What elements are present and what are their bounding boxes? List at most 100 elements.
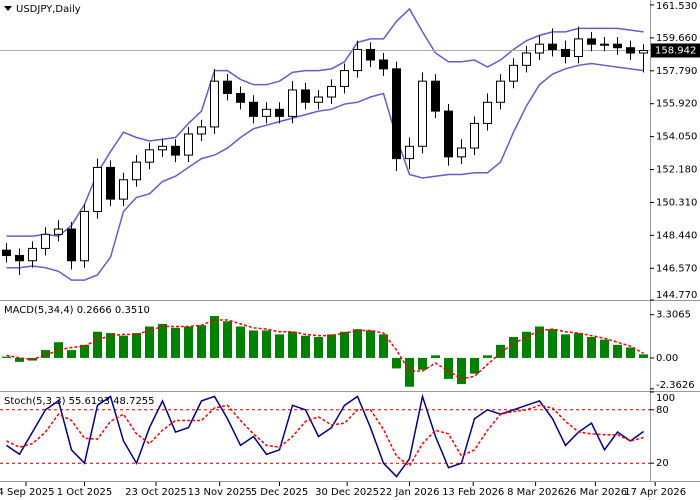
macd-bar: [80, 344, 89, 358]
macd-bar: [639, 354, 648, 358]
y-tick-label: 159.660: [656, 33, 697, 44]
macd-bar: [2, 356, 11, 358]
candle-body: [275, 108, 284, 117]
candle-body: [444, 110, 453, 158]
macd-bar: [496, 344, 505, 358]
macd-bar: [15, 357, 24, 362]
candle-body: [613, 43, 622, 49]
macd-bar: [275, 334, 284, 358]
candle-body: [158, 145, 167, 151]
candle-body: [2, 249, 11, 256]
candle-body: [639, 49, 648, 54]
y-tick-label: 154.050: [656, 132, 697, 143]
macd-bar: [522, 331, 531, 358]
candle-body: [353, 48, 362, 72]
candle-body: [379, 59, 388, 70]
y-tick-label: 144.770: [656, 290, 697, 301]
candle-body: [145, 149, 154, 163]
macd-bar: [561, 334, 570, 358]
candle-body: [184, 133, 193, 156]
candle-body: [28, 247, 37, 262]
y-tick-label: 155.920: [656, 99, 697, 110]
candle-body: [15, 254, 24, 262]
upper-band: [6, 7, 644, 237]
candle-body: [522, 52, 531, 66]
macd-bar: [54, 342, 63, 358]
y-tick-label: 148.440: [656, 230, 697, 241]
candle-body: [262, 108, 271, 117]
x-tick-label: 13 Feb 2026: [442, 487, 504, 498]
y-tick-label: 150.310: [656, 197, 697, 208]
y-tick-label: 0.00: [656, 353, 678, 364]
y-tick-label: 80: [656, 405, 669, 416]
macd-bar: [509, 336, 518, 358]
candle-body: [327, 85, 336, 98]
candle-body: [561, 48, 570, 58]
macd-bar: [236, 326, 245, 358]
macd-bar: [93, 331, 102, 358]
y-tick-label: -2.3626: [656, 380, 695, 391]
candle-body: [470, 122, 479, 149]
candle-body: [67, 228, 76, 262]
candle-body: [600, 43, 609, 46]
candle-body: [288, 89, 297, 117]
candle-body: [535, 43, 544, 54]
candle-body: [236, 92, 245, 103]
candle-body: [483, 101, 492, 124]
macd-bar: [106, 333, 115, 358]
macd-bar: [470, 357, 479, 374]
macd-bar: [158, 323, 167, 358]
candle-body: [340, 70, 349, 87]
y-tick-label: 146.570: [656, 263, 697, 274]
macd-bar: [314, 336, 323, 358]
stoch-signal: [6, 404, 644, 467]
x-tick-label: 26 Mar 2026: [564, 487, 627, 498]
macd-bar: [223, 321, 232, 358]
candle-body: [314, 96, 323, 103]
candle-body: [301, 89, 310, 103]
candle-body: [509, 64, 518, 82]
macd-bar: [132, 333, 141, 358]
macd-bar: [119, 335, 128, 358]
macd-bar: [548, 329, 557, 358]
y-tick-label: 161.530: [656, 1, 697, 12]
y-tick-label: 152.180: [656, 165, 697, 176]
macd-bar: [197, 325, 206, 358]
x-tick-label: 8 Mar 2026: [507, 487, 564, 498]
candle-body: [392, 68, 401, 160]
macd-bar: [392, 357, 401, 369]
candle-body: [626, 47, 635, 54]
macd-bar: [171, 327, 180, 358]
x-tick-label: 17 Apr 2026: [624, 487, 686, 498]
macd-bar: [600, 339, 609, 358]
candle-body: [171, 145, 180, 156]
candle-body: [548, 43, 557, 50]
menu-triangle: [4, 6, 12, 11]
y-tick-label: 157.790: [656, 66, 697, 77]
panel-title: Stoch(5,3,3) 55.6193 48.7255: [4, 396, 155, 407]
y-tick-label: 3.3065: [656, 310, 691, 321]
x-tick-label: 5 Dec 2025: [251, 487, 309, 498]
y-tick-label: 100: [656, 393, 675, 404]
macd-bar: [67, 350, 76, 358]
macd-bar: [431, 355, 440, 358]
panel-title: USDJPY,Daily: [16, 4, 81, 15]
macd-bar: [366, 330, 375, 358]
x-tick-label: 4 Sep 2025: [0, 487, 55, 498]
macd-bar: [327, 334, 336, 358]
candle-body: [223, 80, 232, 94]
candle-body: [366, 48, 375, 61]
candle-body: [132, 161, 141, 181]
candle-body: [106, 166, 115, 200]
macd-bar: [301, 335, 310, 358]
macd-bar: [405, 357, 414, 387]
candle-body: [197, 126, 206, 135]
macd-bar: [184, 326, 193, 358]
signal-line: [6, 319, 644, 380]
x-tick-label: 22 Jan 2026: [380, 487, 440, 498]
stoch-main: [6, 393, 644, 478]
candle-body: [457, 147, 466, 158]
candle-body: [431, 80, 440, 112]
macd-bar: [444, 357, 453, 379]
